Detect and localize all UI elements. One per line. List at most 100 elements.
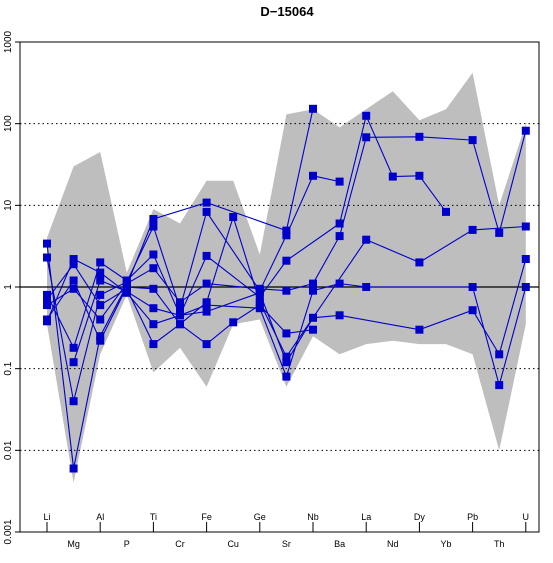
data-point xyxy=(309,325,317,334)
data-point xyxy=(521,255,530,263)
x-tick-label: Ba xyxy=(334,539,345,549)
x-tick-label: Sr xyxy=(282,539,291,549)
x-tick-label: Nb xyxy=(307,512,319,522)
series-line xyxy=(46,130,527,321)
data-point xyxy=(43,239,51,248)
y-tick-label: 0.001 xyxy=(3,519,14,544)
data-point xyxy=(122,283,131,291)
data-point xyxy=(43,290,51,299)
data-point xyxy=(282,358,291,367)
data-point xyxy=(149,304,158,313)
x-tick-label: Al xyxy=(96,512,104,522)
data-point xyxy=(255,298,264,307)
data-point xyxy=(43,253,51,262)
data-point xyxy=(229,213,238,221)
data-point xyxy=(282,226,291,235)
data-point xyxy=(96,268,105,277)
data-point xyxy=(96,258,105,267)
data-point xyxy=(69,276,78,285)
axis-layer: 0.001 0.01 0.1 1 10 100 1000 Li Mg Al P Ti Cr Fe Cu Ge S… xyxy=(3,30,529,549)
data-point xyxy=(229,318,238,327)
data-point xyxy=(282,256,291,265)
x-tick-label: Th xyxy=(494,539,505,549)
data-point xyxy=(309,279,317,288)
data-point xyxy=(468,283,477,291)
data-point xyxy=(335,311,344,320)
data-point xyxy=(202,307,211,316)
data-point xyxy=(69,260,78,269)
x-tick-label: U xyxy=(523,512,530,522)
data-point xyxy=(202,301,211,310)
data-point xyxy=(495,381,504,390)
data-point xyxy=(335,232,344,241)
data-point xyxy=(255,288,264,297)
data-point xyxy=(442,207,450,216)
x-tick-label: P xyxy=(124,539,130,549)
y-tick-label: 1 xyxy=(3,284,14,290)
data-point xyxy=(43,301,51,310)
data-point xyxy=(495,350,504,359)
y-tick-label: 0.1 xyxy=(3,361,14,375)
data-point xyxy=(282,286,291,295)
series-2 xyxy=(43,171,344,406)
data-point xyxy=(495,228,504,237)
y-tick-label: 1000 xyxy=(3,30,14,53)
data-point xyxy=(335,177,344,186)
chart-title: D−15064 xyxy=(260,4,314,19)
data-point xyxy=(69,397,78,406)
data-point xyxy=(96,290,105,299)
data-point xyxy=(335,279,344,288)
x-tick-label: La xyxy=(361,512,371,522)
data-point xyxy=(282,329,291,338)
data-point xyxy=(176,304,184,313)
data-point xyxy=(282,231,291,240)
data-point xyxy=(176,311,184,320)
data-point xyxy=(96,336,105,345)
data-point xyxy=(122,287,131,296)
y-tick-label: 100 xyxy=(3,115,14,132)
data-point xyxy=(69,284,78,293)
x-tick-label: Cr xyxy=(175,539,185,549)
series-layer xyxy=(43,104,530,473)
data-point xyxy=(309,286,317,295)
x-tick-label: Li xyxy=(43,512,50,522)
data-point xyxy=(69,464,78,473)
series-line xyxy=(73,258,527,364)
data-point xyxy=(149,264,158,273)
x-tick-label: Fe xyxy=(201,512,212,522)
series-line xyxy=(46,215,526,358)
data-point xyxy=(362,133,371,142)
data-point xyxy=(255,293,264,302)
data-point xyxy=(255,304,264,313)
data-point xyxy=(309,104,317,113)
data-point xyxy=(468,136,477,145)
data-point xyxy=(362,283,371,291)
x-tick-label: Ge xyxy=(254,512,266,522)
data-point xyxy=(415,132,424,141)
data-point xyxy=(69,358,78,367)
data-point xyxy=(309,171,317,180)
data-point xyxy=(176,298,184,307)
data-point xyxy=(176,320,184,329)
series-6 xyxy=(43,213,530,361)
data-point xyxy=(362,235,371,244)
data-point xyxy=(202,198,211,207)
data-point xyxy=(202,207,211,216)
x-tick-label: Ti xyxy=(150,512,157,522)
series-line xyxy=(46,114,447,350)
data-point xyxy=(468,306,477,315)
data-point xyxy=(69,255,78,263)
data-point xyxy=(521,222,530,231)
data-point xyxy=(388,172,397,181)
data-point xyxy=(96,301,105,310)
data-point xyxy=(335,219,344,228)
data-point xyxy=(149,222,158,231)
series-line xyxy=(46,108,314,469)
data-point xyxy=(43,317,51,326)
data-point xyxy=(415,171,424,180)
data-point xyxy=(362,111,371,120)
y-tick-label: 10 xyxy=(3,199,14,211)
data-point xyxy=(415,325,424,334)
data-point xyxy=(96,276,105,285)
